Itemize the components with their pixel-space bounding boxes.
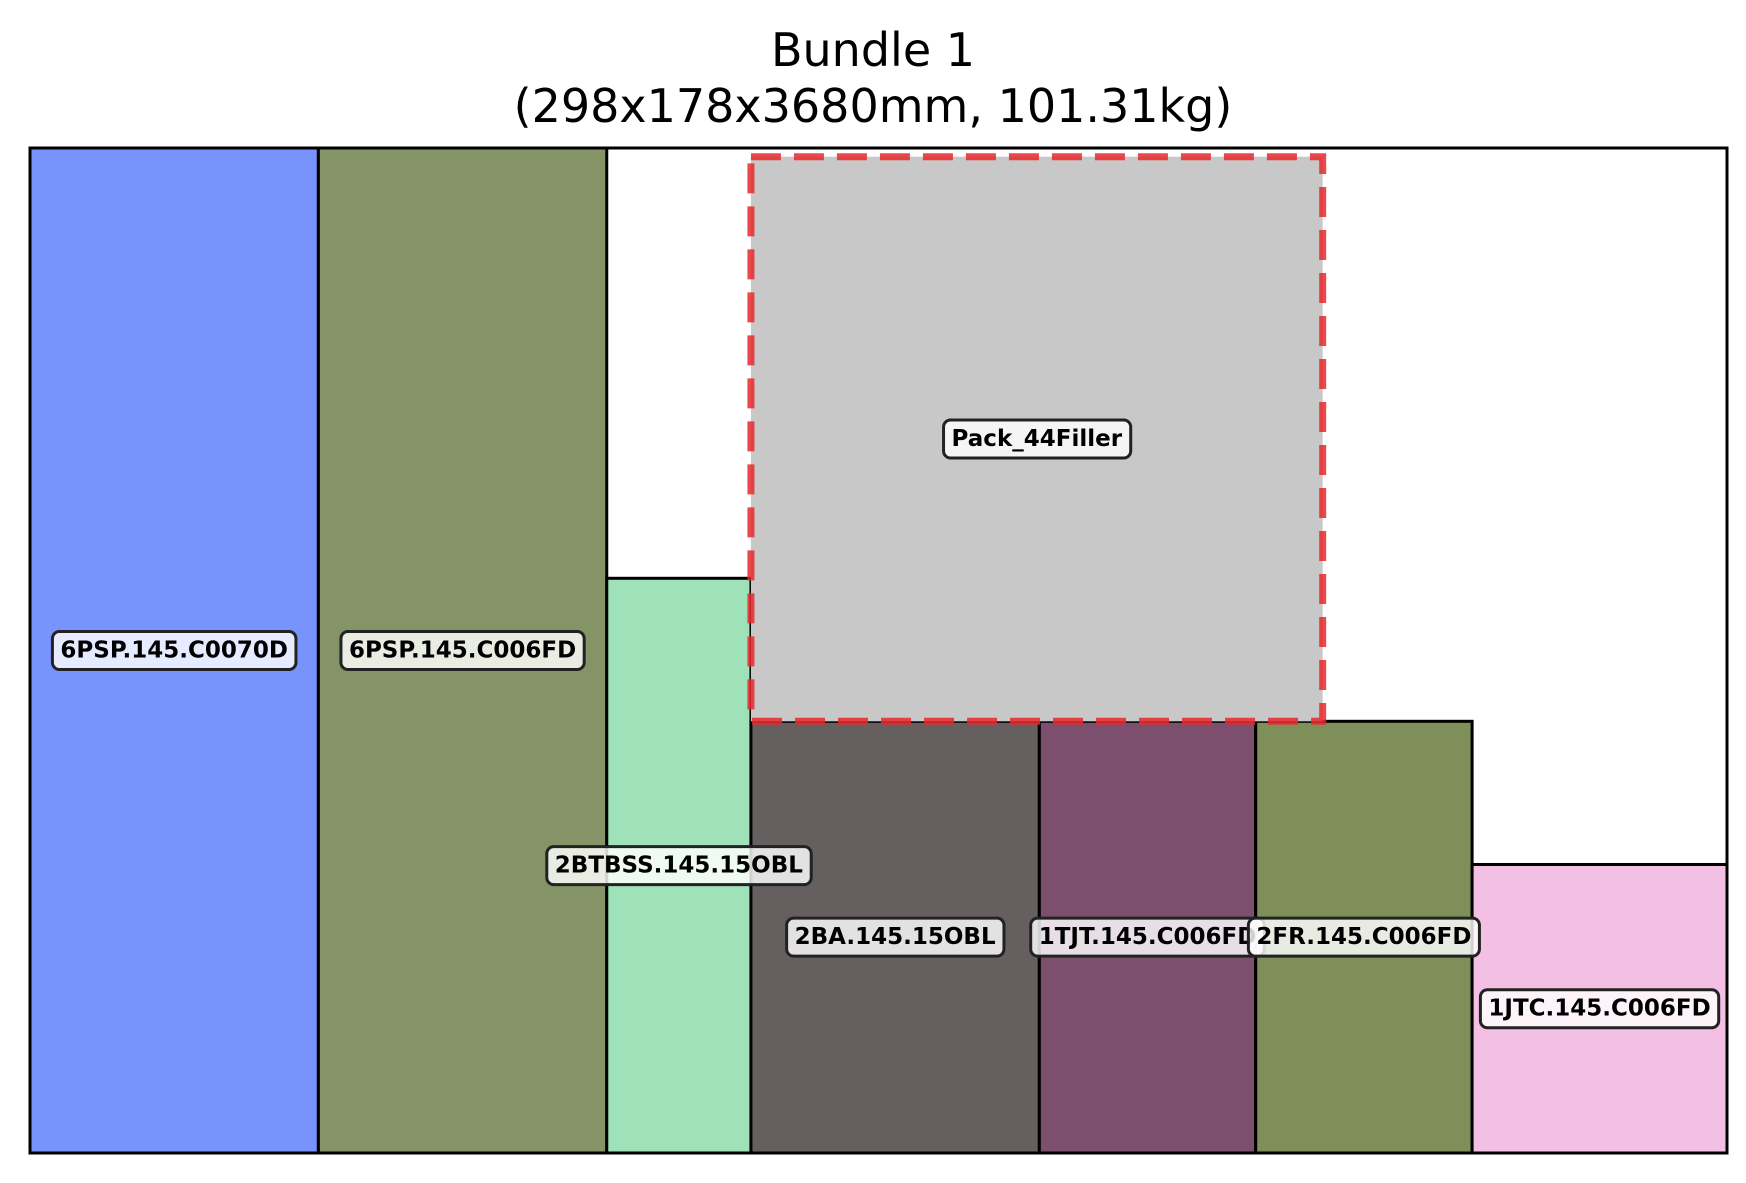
- item-2fr-145-c006fd-label: 2FR.145.C006FD: [1246, 916, 1481, 958]
- item-6psp-145-c006fd-label-text: 6PSP.145.C006FD: [349, 638, 576, 664]
- item-1jtc-145-c006fd-label: 1JTC.145.C006FD: [1478, 988, 1721, 1030]
- labels-layer: 6PSP.145.C0070D 6PSP.145.C006FD 2BTBSS.145…: [50, 418, 1721, 1030]
- item-2btbss-145-15obl-label-text: 2BTBSS.145.15OBL: [555, 853, 803, 879]
- item-6psp-145-c0070d-label: 6PSP.145.C0070D: [50, 630, 298, 671]
- item-2btbss-145-15obl-label: 2BTBSS.145.15OBL: [545, 845, 813, 887]
- chart-title-line2: (298x178x3680mm, 101.31kg): [513, 79, 1233, 133]
- item-1tjt-145-c006fd-label-text: 1TJT.145.C006FD: [1039, 924, 1257, 950]
- filler-label-text: Pack_44Filler: [952, 426, 1123, 452]
- bundle-frame: [28, 146, 1729, 1155]
- item-6psp-145-c0070d-label-text: 6PSP.145.C0070D: [60, 638, 288, 664]
- item-6psp-145-c006fd-label: 6PSP.145.C006FD: [339, 630, 586, 671]
- filler-label: Pack_44Filler: [942, 418, 1133, 460]
- chart-title: Bundle 1 (298x178x3680mm, 101.31kg): [0, 22, 1746, 134]
- item-2ba-145-15obl-label: 2BA.145.15OBL: [785, 916, 1006, 958]
- item-2fr-145-c006fd-label-text: 2FR.145.C006FD: [1256, 924, 1471, 950]
- item-2ba-145-15obl-label-text: 2BA.145.15OBL: [795, 924, 996, 950]
- item-1tjt-145-c006fd-label: 1TJT.145.C006FD: [1029, 916, 1266, 958]
- item-1jtc-145-c006fd-label-text: 1JTC.145.C006FD: [1488, 996, 1710, 1022]
- chart-title-line1: Bundle 1: [770, 23, 976, 77]
